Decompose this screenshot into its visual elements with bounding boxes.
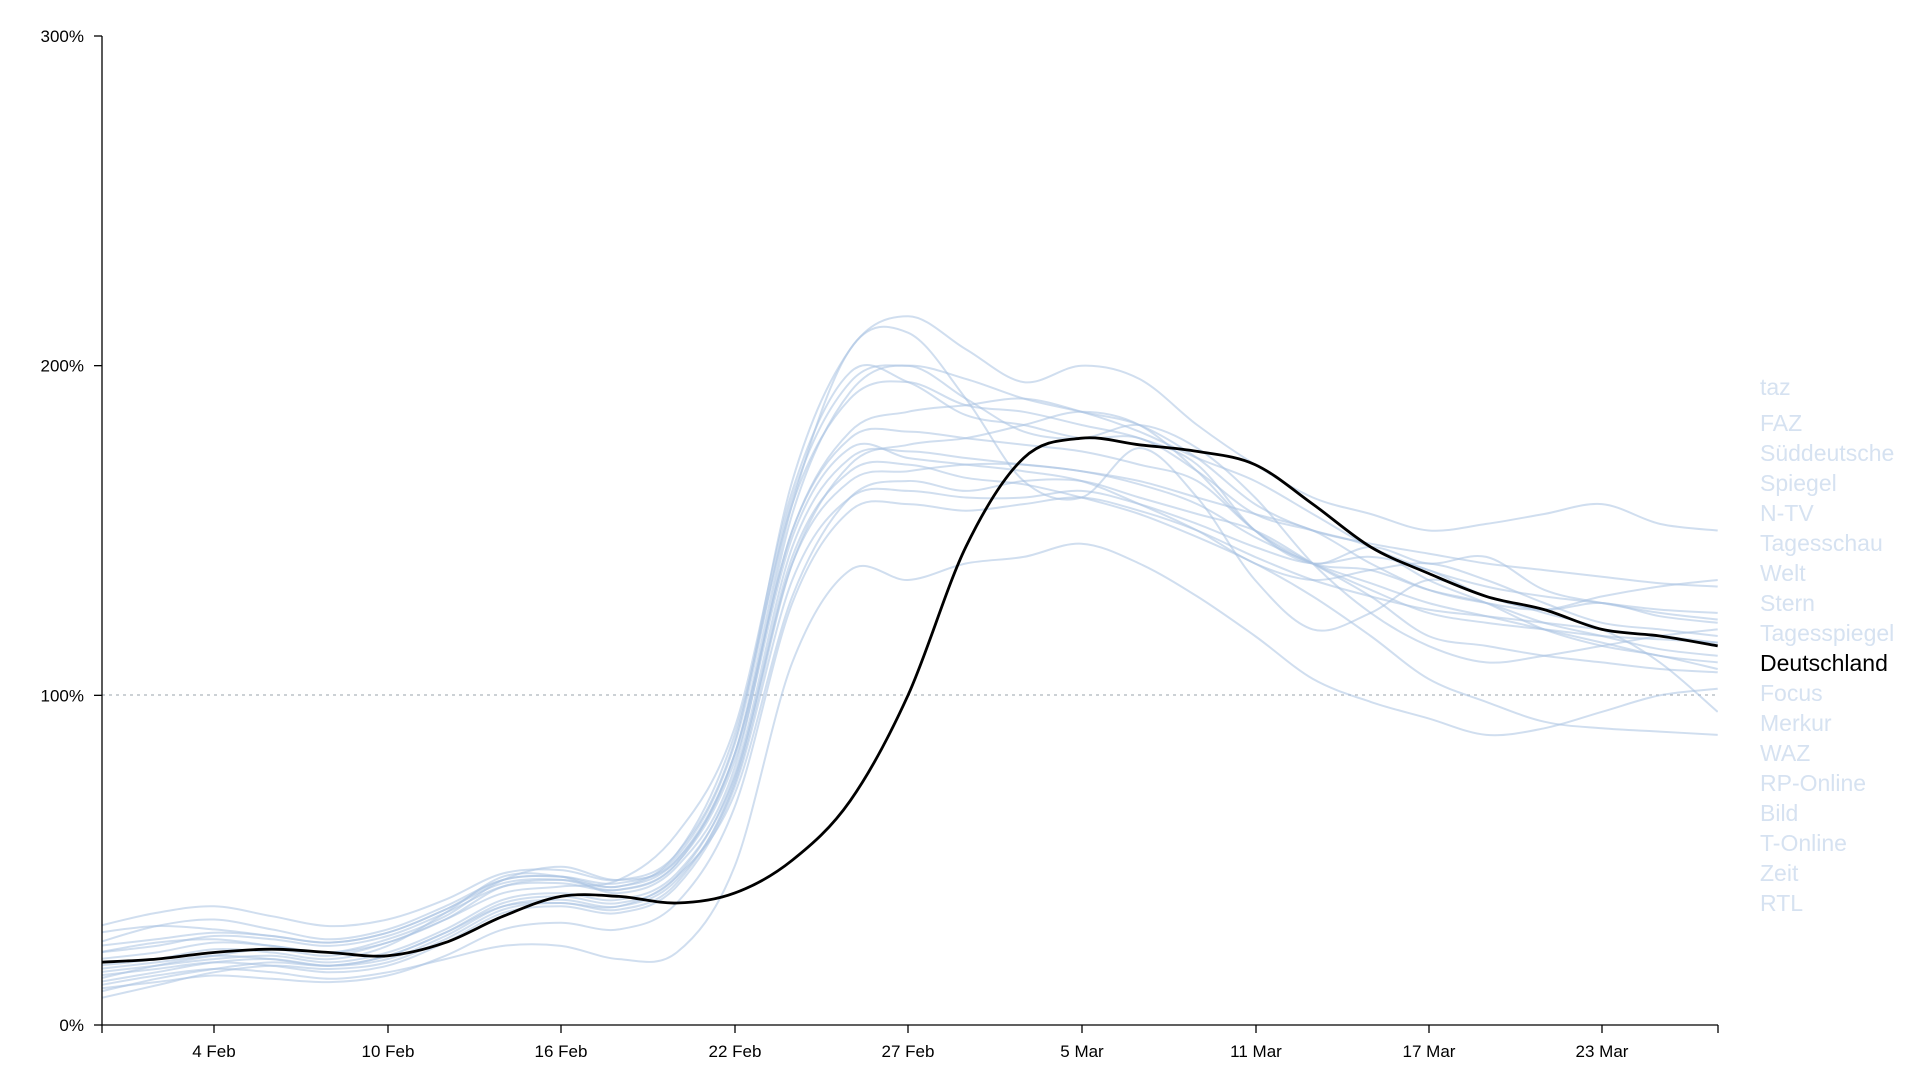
series-line-bild [102,364,1718,947]
legend-item-rtl[interactable]: RTL [1760,890,1803,916]
y-axis-ticks: 0% 100% 200% 300% [41,27,102,1035]
series-line-stern [102,542,1718,986]
series-line-tagesschau [102,427,1718,960]
x-tick-label: 5 Mar [1060,1042,1104,1061]
legend-item-suddeutsche[interactable]: Süddeutsche [1760,440,1894,466]
legend-item-taz[interactable]: taz [1760,374,1791,400]
series-line-zeit [102,315,1718,928]
x-tick-label: 17 Mar [1403,1042,1456,1061]
legend-item-t-online[interactable]: T-Online [1760,830,1847,856]
axes [101,36,1719,1033]
y-tick-label: 0% [59,1016,84,1035]
legend-item-waz[interactable]: WAZ [1760,740,1810,766]
series-line-deutschland [102,436,1718,964]
y-tick-label: 300% [41,27,84,46]
legend-item-rp-online[interactable]: RP-Online [1760,770,1866,796]
x-tick-label: 22 Feb [709,1042,762,1061]
x-tick-label: 11 Mar [1230,1042,1282,1061]
y-tick-label: 100% [41,686,84,705]
legend-item-merkur[interactable]: Merkur [1760,710,1832,736]
legend-item-welt[interactable]: Welt [1760,560,1806,586]
x-axis-ticks: 4 Feb 10 Feb 16 Feb 22 Feb 27 Feb 5 Mar 11 Mar… [192,1025,1629,1061]
series-line-merkur [102,496,1718,990]
legend-item-n-tv[interactable]: N-TV [1760,500,1814,526]
legend: taz FAZ Süddeutsche Spiegel N-TV Tagesschau We… [1760,374,1894,916]
legend-item-focus[interactable]: Focus [1760,680,1823,706]
x-tick-label: 27 Feb [882,1042,935,1061]
series-layer [102,315,1718,999]
series-line-taz [102,325,1718,954]
legend-item-deutschland[interactable]: Deutschland [1760,650,1888,676]
series-line-suddeutsche [102,364,1718,967]
y-tick-label: 200% [41,357,84,376]
series-line-welt [102,462,1718,973]
x-tick-label: 10 Feb [362,1042,415,1061]
legend-item-bild[interactable]: Bild [1760,800,1798,826]
legend-item-spiegel[interactable]: Spiegel [1760,470,1837,496]
legend-item-stern[interactable]: Stern [1760,590,1815,616]
series-line-tagesspiegel [102,442,1718,954]
legend-item-tagesschau[interactable]: Tagesschau [1760,530,1883,556]
legend-item-zeit[interactable]: Zeit [1760,860,1799,886]
x-tick-label: 16 Feb [535,1042,588,1061]
legend-item-tagesspiegel[interactable]: Tagesspiegel [1760,620,1894,646]
series-line-rp-online [102,460,1718,999]
x-tick-label: 4 Feb [192,1042,235,1061]
series-line-t-online [102,410,1718,983]
x-tick-label: 23 Mar [1576,1042,1629,1061]
legend-item-faz[interactable]: FAZ [1760,410,1802,436]
